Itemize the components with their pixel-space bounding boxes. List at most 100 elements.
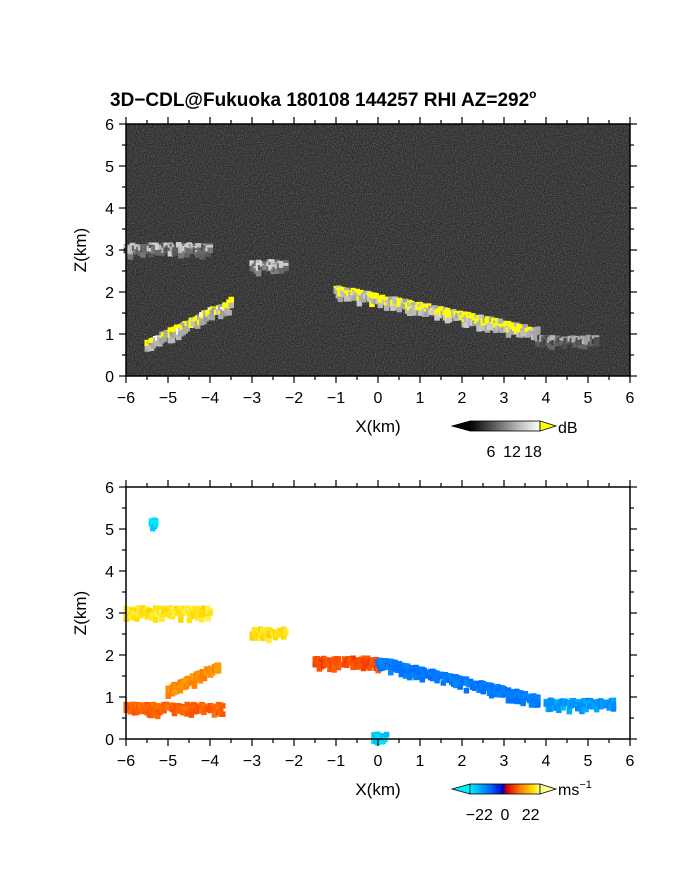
echo-cell — [463, 687, 470, 694]
colorbar-low-triangle — [450, 783, 471, 795]
y-tick-label: 6 — [105, 117, 114, 134]
x-tick-label: 2 — [458, 753, 467, 770]
y-tick-label: 2 — [105, 648, 114, 665]
colorbar-tick-labels: −22 0 22 — [466, 807, 540, 824]
echo-cell — [228, 296, 234, 303]
y-tick-label: 3 — [105, 606, 114, 623]
echo-cell — [581, 344, 588, 350]
colorbar-tick-label: 0 — [501, 807, 510, 824]
echo-cell — [570, 697, 577, 704]
x-tick-label: −3 — [243, 390, 261, 407]
x-tick-label: −6 — [117, 753, 135, 770]
echo-cell — [413, 674, 419, 681]
echo-cell — [560, 704, 566, 711]
x-tick-label: 4 — [542, 753, 551, 770]
echo-cell — [505, 332, 512, 338]
x-tick-label: 2 — [458, 390, 467, 407]
colorbar-tick-label: 22 — [522, 807, 540, 824]
echo-cell — [561, 343, 567, 350]
echo-cell — [388, 666, 394, 673]
echo-cell — [201, 709, 207, 716]
echo-cell — [178, 252, 184, 259]
echo-cell — [480, 688, 486, 695]
echo-cell — [127, 254, 134, 260]
echo-cell — [155, 713, 161, 720]
echo-cell — [480, 325, 486, 331]
echo-cell — [396, 302, 402, 308]
echo-cell — [535, 328, 541, 335]
echo-cell — [203, 316, 209, 322]
echo-cell — [470, 313, 476, 319]
x-tick-label: 0 — [374, 390, 383, 407]
x-tick-label: −1 — [327, 390, 345, 407]
echo-cell — [161, 336, 167, 342]
x-tick-label: −5 — [159, 753, 177, 770]
echo-cell — [159, 605, 165, 612]
echo-cell — [218, 708, 224, 714]
echo-cell — [396, 306, 402, 313]
colorbar-low-triangle — [450, 420, 471, 432]
echo-cell — [136, 605, 142, 611]
echo-cell — [159, 616, 165, 622]
echo-cell — [547, 706, 554, 712]
echo-cell — [215, 705, 222, 712]
echo-cell — [463, 322, 470, 328]
echo-cell — [446, 316, 453, 323]
echo-cell — [383, 296, 390, 303]
echo-cell — [520, 697, 526, 704]
echo-cell — [220, 711, 226, 718]
echo-cell — [183, 683, 190, 690]
colorbar-unit: dB — [558, 420, 578, 437]
echo-cell — [148, 609, 155, 615]
echo-cell — [157, 341, 163, 347]
echo-cell — [222, 302, 228, 308]
echo-cell — [388, 296, 394, 302]
echo-cell — [335, 656, 342, 662]
y-tick-label: 6 — [105, 480, 114, 497]
colorbar-tick-label: 18 — [524, 444, 542, 461]
echo-cell — [352, 295, 358, 301]
echo-cell — [367, 665, 373, 671]
echo-cell — [369, 301, 375, 308]
y-tick-label: 0 — [105, 732, 114, 749]
x-tick-label: −6 — [117, 390, 135, 407]
echo-cell — [383, 731, 390, 738]
echo-cell — [194, 323, 201, 329]
reflectivity-echoes — [123, 242, 600, 352]
echo-cell — [228, 302, 234, 309]
echo-cell — [610, 697, 617, 704]
echo-cell — [197, 678, 204, 684]
echo-cell — [171, 247, 178, 253]
echo-cell — [421, 667, 428, 674]
echo-cell — [207, 247, 213, 254]
echo-cell — [457, 684, 463, 690]
echo-cell — [486, 324, 493, 331]
x-tick-label: −4 — [201, 390, 219, 407]
colorbar-tick-label: −22 — [466, 807, 493, 824]
echo-cell — [356, 300, 363, 307]
x-tick-label: 5 — [584, 753, 593, 770]
echo-cell — [423, 311, 430, 317]
echo-cell — [169, 613, 176, 620]
x-tick-label: 3 — [500, 753, 509, 770]
echo-cell — [283, 262, 289, 269]
reflectivity-x-axis-label: X(km) — [355, 417, 400, 436]
echo-cell — [419, 677, 426, 683]
x-tick-label: 4 — [542, 390, 551, 407]
colorbar-high-triangle — [539, 420, 558, 432]
echo-cell — [501, 688, 507, 695]
y-tick-label: 5 — [105, 159, 114, 176]
echo-cell — [197, 316, 203, 323]
echo-cell — [176, 334, 182, 341]
echo-cell — [278, 268, 285, 274]
echo-cell — [209, 314, 216, 321]
reflectivity-y-axis-label: Z(km) — [71, 228, 90, 272]
echo-cell — [249, 635, 255, 641]
echo-cell — [577, 343, 584, 349]
colorbar-tick-label: 12 — [503, 444, 521, 461]
echo-cell — [509, 698, 516, 704]
echo-cell — [463, 676, 470, 682]
echo-cell — [127, 709, 134, 715]
echo-cell — [281, 634, 287, 640]
